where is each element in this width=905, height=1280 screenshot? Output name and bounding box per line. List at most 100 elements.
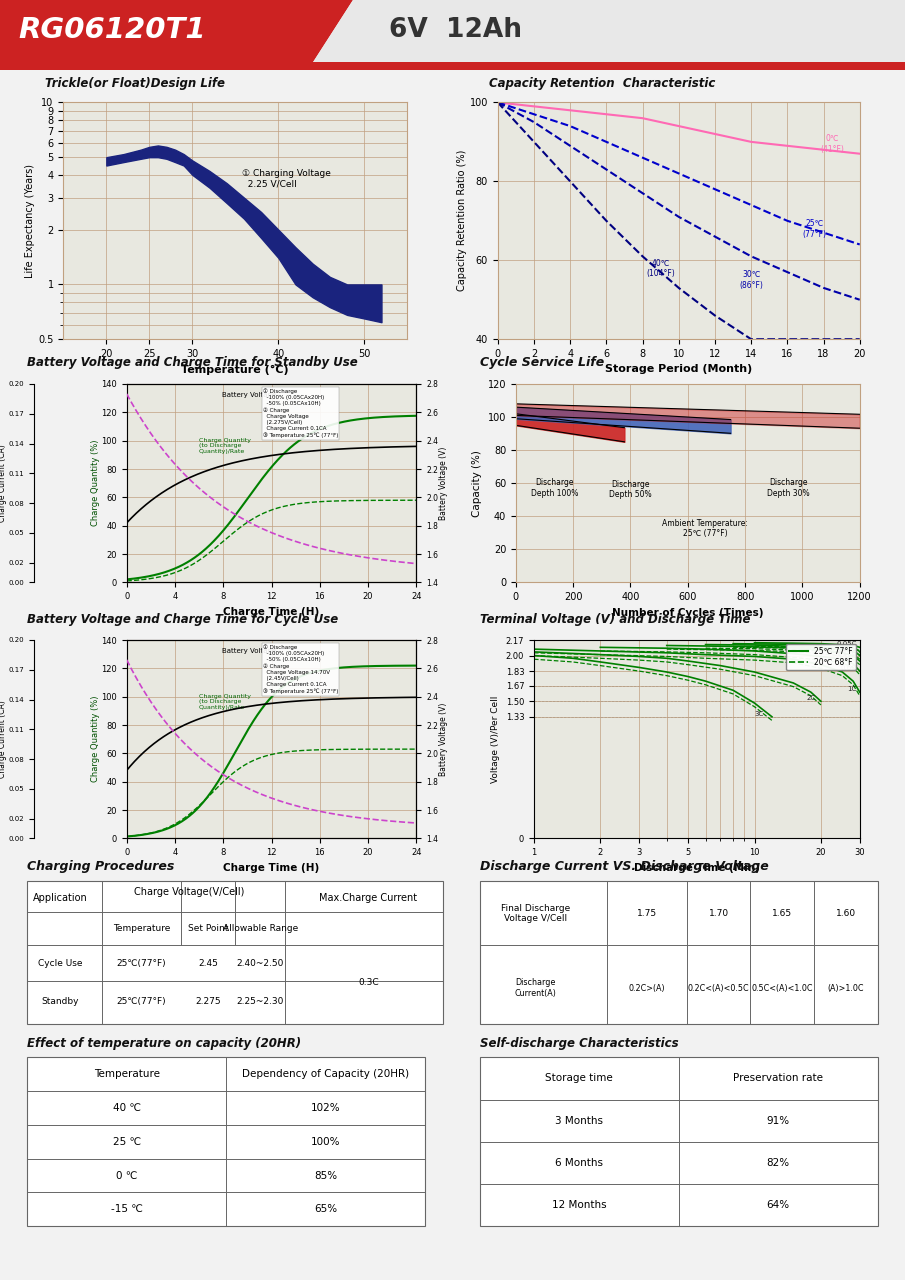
Y-axis label: Charge Current (CA): Charge Current (CA) [0, 444, 7, 522]
Text: 3C: 3C [755, 710, 764, 717]
Polygon shape [0, 61, 905, 70]
Text: Discharge
Depth 100%: Discharge Depth 100% [531, 479, 578, 498]
Text: 0℃
(41°F): 0℃ (41°F) [821, 134, 844, 154]
Text: Discharge
Depth 50%: Discharge Depth 50% [609, 480, 652, 499]
Text: 0.2C>(A): 0.2C>(A) [629, 983, 665, 993]
Text: Set Point: Set Point [188, 924, 228, 933]
Y-axis label: Life Expectancy (Years): Life Expectancy (Years) [25, 164, 35, 278]
Y-axis label: Charge Quantity (%): Charge Quantity (%) [90, 440, 100, 526]
Text: 0.05C: 0.05C [836, 641, 856, 648]
Text: Trickle(or Float)Design Life: Trickle(or Float)Design Life [45, 77, 225, 90]
FancyBboxPatch shape [27, 881, 443, 1024]
Y-axis label: Charge Current (CA): Charge Current (CA) [0, 700, 7, 778]
Text: Cycle Use: Cycle Use [38, 959, 82, 968]
Text: Discharge
Current(A): Discharge Current(A) [514, 978, 557, 998]
Text: 0.2C<(A)<0.5C: 0.2C<(A)<0.5C [688, 983, 749, 993]
Polygon shape [0, 0, 353, 70]
Text: (A)>1.0C: (A)>1.0C [828, 983, 864, 993]
Text: Max.Charge Current: Max.Charge Current [319, 893, 417, 902]
Text: 100%: 100% [311, 1137, 340, 1147]
Text: Charging Procedures: Charging Procedures [27, 860, 175, 873]
Text: 85%: 85% [314, 1170, 338, 1180]
Text: Final Discharge
Voltage V/Cell: Final Discharge Voltage V/Cell [500, 904, 570, 923]
X-axis label: Temperature (°C): Temperature (°C) [182, 365, 289, 375]
Text: Capacity Retention  Characteristic: Capacity Retention Characteristic [489, 77, 715, 90]
Text: 2.275: 2.275 [195, 997, 221, 1006]
Text: ① Discharge
  -100% (0.05CAx20H)
  -50% (0.05CAx10H)
② Charge
  Charge Voltage
 : ① Discharge -100% (0.05CAx20H) -50% (0.0… [262, 388, 338, 439]
Text: Ambient Temperature:
25℃ (77°F): Ambient Temperature: 25℃ (77°F) [662, 518, 748, 538]
Y-axis label: Capacity (%): Capacity (%) [472, 449, 482, 517]
Text: Battery Voltage: Battery Voltage [223, 648, 276, 654]
Text: Charge Voltage(V/Cell): Charge Voltage(V/Cell) [134, 887, 244, 897]
FancyBboxPatch shape [27, 1057, 425, 1226]
Text: 0.1C: 0.1C [841, 646, 856, 652]
Text: ① Discharge
  -100% (0.05CAx20H)
  -50% (0.05CAx10H)
② Charge
  Charge Voltage 1: ① Discharge -100% (0.05CAx20H) -50% (0.0… [262, 644, 338, 695]
Y-axis label: Charge Quantity (%): Charge Quantity (%) [90, 696, 100, 782]
Text: 1.75: 1.75 [637, 909, 657, 918]
Text: Discharge Current VS. Discharge Voltage: Discharge Current VS. Discharge Voltage [480, 860, 768, 873]
Text: 40℃
(104°F): 40℃ (104°F) [646, 259, 675, 278]
Text: Allowable Range: Allowable Range [223, 924, 298, 933]
Text: Application: Application [33, 893, 88, 902]
Text: Discharge
Depth 30%: Discharge Depth 30% [767, 479, 809, 498]
Text: Terminal Voltage (V) and Discharge Time: Terminal Voltage (V) and Discharge Time [480, 613, 750, 626]
X-axis label: Storage Period (Month): Storage Period (Month) [605, 365, 752, 375]
Text: 0.3C: 0.3C [358, 978, 379, 987]
Y-axis label: Capacity Retention Ratio (%): Capacity Retention Ratio (%) [457, 150, 467, 292]
Text: 91%: 91% [767, 1116, 790, 1125]
Y-axis label: Battery Voltage (V): Battery Voltage (V) [440, 703, 448, 776]
Y-axis label: Battery Voltage (V): Battery Voltage (V) [440, 447, 448, 520]
Text: 82%: 82% [767, 1158, 790, 1167]
Text: Cycle Service Life: Cycle Service Life [480, 356, 604, 369]
X-axis label: Number of Cycles (Times): Number of Cycles (Times) [612, 608, 764, 618]
Text: 2C: 2C [807, 695, 816, 701]
FancyBboxPatch shape [480, 881, 878, 1024]
Text: Preservation rate: Preservation rate [733, 1074, 824, 1083]
Text: 25℃(77°F): 25℃(77°F) [117, 959, 167, 968]
Text: 1.60: 1.60 [836, 909, 856, 918]
Text: 2.40~2.50: 2.40~2.50 [236, 959, 284, 968]
Text: 2.25~2.30: 2.25~2.30 [236, 997, 284, 1006]
Text: Temperature: Temperature [113, 924, 170, 933]
Text: Standby: Standby [42, 997, 80, 1006]
Text: 25℃
(77°F): 25℃ (77°F) [803, 219, 826, 238]
Text: 0.17C: 0.17C [836, 649, 856, 655]
X-axis label: Charge Time (H): Charge Time (H) [224, 863, 319, 873]
Legend: 25℃ 77°F, 20℃ 68°F: 25℃ 77°F, 20℃ 68°F [786, 644, 856, 671]
Text: 64%: 64% [767, 1201, 790, 1210]
Text: Dependency of Capacity (20HR): Dependency of Capacity (20HR) [243, 1069, 409, 1079]
X-axis label: Discharge Time (Min): Discharge Time (Min) [634, 863, 760, 873]
Text: 12 Months: 12 Months [552, 1201, 606, 1210]
Text: 6 Months: 6 Months [555, 1158, 604, 1167]
Text: 0.5C<(A)<1.0C: 0.5C<(A)<1.0C [751, 983, 813, 993]
Text: 65%: 65% [314, 1204, 338, 1215]
Text: 2.45: 2.45 [198, 959, 218, 968]
Text: -15 ℃: -15 ℃ [110, 1204, 143, 1215]
Text: Self-discharge Characteristics: Self-discharge Characteristics [480, 1037, 678, 1050]
Text: 6V  12Ah: 6V 12Ah [389, 17, 522, 42]
Y-axis label: Voltage (V)/Per Cell: Voltage (V)/Per Cell [491, 695, 500, 783]
Text: 1.65: 1.65 [772, 909, 793, 918]
Text: 102%: 102% [311, 1103, 340, 1114]
Text: Temperature: Temperature [94, 1069, 159, 1079]
Text: 0 ℃: 0 ℃ [116, 1170, 138, 1180]
Text: 25℃(77°F): 25℃(77°F) [117, 997, 167, 1006]
Text: Battery Voltage: Battery Voltage [223, 392, 276, 398]
Text: Charge Quantity
(to Discharge
Quantity)/Rate: Charge Quantity (to Discharge Quantity)/… [199, 694, 251, 710]
Text: Effect of temperature on capacity (20HR): Effect of temperature on capacity (20HR) [27, 1037, 301, 1050]
Text: 0.6C: 0.6C [841, 666, 856, 671]
Polygon shape [308, 0, 905, 70]
Text: RG06120T1: RG06120T1 [18, 15, 205, 44]
Text: Battery Voltage and Charge Time for Cycle Use: Battery Voltage and Charge Time for Cycl… [27, 613, 338, 626]
Text: 30℃
(86°F): 30℃ (86°F) [739, 270, 763, 289]
FancyBboxPatch shape [480, 1057, 878, 1226]
Text: 3 Months: 3 Months [555, 1116, 604, 1125]
Text: Charge Quantity
(to Discharge
Quantity)/Rate: Charge Quantity (to Discharge Quantity)/… [199, 438, 251, 454]
Text: 1.70: 1.70 [709, 909, 729, 918]
Text: 0.25C: 0.25C [836, 655, 856, 660]
Text: 25 ℃: 25 ℃ [112, 1137, 141, 1147]
Text: Battery Voltage and Charge Time for Standby Use: Battery Voltage and Charge Time for Stan… [27, 356, 357, 369]
Text: Storage time: Storage time [546, 1074, 613, 1083]
Text: 1C: 1C [847, 686, 856, 692]
Text: ① Charging Voltage
  2.25 V/Cell: ① Charging Voltage 2.25 V/Cell [243, 169, 331, 188]
